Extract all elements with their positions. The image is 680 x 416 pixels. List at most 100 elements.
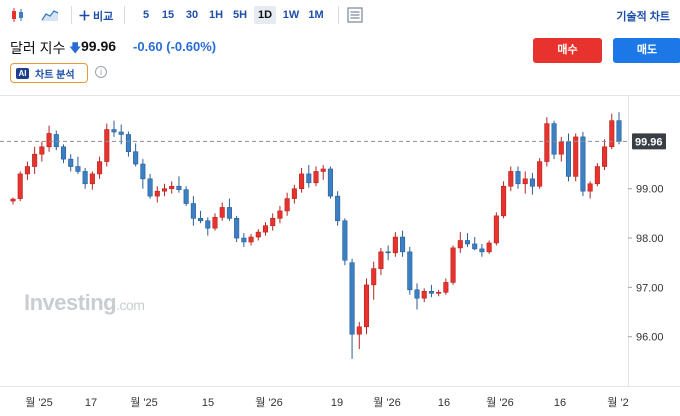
timeframe-30[interactable]: 30	[185, 9, 199, 21]
candle-body[interactable]	[89, 173, 95, 185]
candle-body[interactable]	[501, 185, 507, 217]
candle-body[interactable]	[161, 188, 168, 192]
candle-body[interactable]	[529, 178, 535, 187]
candle-body[interactable]	[68, 158, 74, 167]
candle-body[interactable]	[226, 207, 232, 219]
candle-body[interactable]	[486, 242, 492, 253]
timeframe-5h[interactable]: 5H	[232, 9, 248, 21]
candle-body[interactable]	[414, 289, 420, 299]
candle-body[interactable]	[565, 141, 572, 177]
candle-body[interactable]	[464, 240, 471, 245]
timeframe-15[interactable]: 15	[161, 9, 175, 21]
candle-body[interactable]	[147, 178, 153, 197]
candle-body[interactable]	[320, 168, 326, 172]
timeframe-1w[interactable]: 1W	[282, 9, 300, 21]
candle-body[interactable]	[508, 171, 514, 187]
candle-body[interactable]	[133, 151, 139, 165]
timeframe-1d[interactable]: 1D	[254, 6, 276, 24]
candle-body[interactable]	[515, 171, 521, 185]
timeframe-5[interactable]: 5	[142, 9, 150, 21]
candle-body[interactable]	[522, 178, 528, 185]
candle-body[interactable]	[270, 218, 276, 227]
sell-button[interactable]: 매도	[613, 38, 680, 63]
candle-body[interactable]	[241, 237, 247, 243]
candle-body[interactable]	[205, 220, 211, 229]
candle-body[interactable]	[169, 185, 175, 190]
candle-body[interactable]	[10, 198, 16, 202]
candle-body[interactable]	[342, 220, 348, 261]
candle-body[interactable]	[371, 268, 377, 286]
candle-body[interactable]	[313, 171, 319, 184]
candle-body[interactable]	[428, 291, 434, 294]
candle-body[interactable]	[306, 173, 312, 184]
candle-body[interactable]	[32, 153, 38, 167]
candle-body[interactable]	[234, 218, 240, 239]
candle-body[interactable]	[255, 231, 261, 238]
candle-body[interactable]	[212, 217, 218, 229]
candle-body[interactable]	[443, 282, 449, 293]
candle-body[interactable]	[219, 207, 225, 218]
plus-icon[interactable]	[77, 5, 91, 25]
candle-body[interactable]	[537, 161, 543, 187]
candle-body[interactable]	[17, 173, 23, 199]
candle-body[interactable]	[587, 183, 593, 192]
candle-body[interactable]	[544, 123, 550, 162]
indicator-panel-icon[interactable]	[345, 5, 365, 25]
candle-body[interactable]	[356, 326, 362, 335]
candle-body[interactable]	[436, 291, 442, 294]
timeframe-1m[interactable]: 1M	[308, 9, 324, 21]
candle-body[interactable]	[407, 251, 413, 291]
candle-body[interactable]	[24, 166, 30, 175]
candle-body[interactable]	[262, 225, 269, 233]
candle-body[interactable]	[140, 163, 146, 180]
candle-body[interactable]	[39, 146, 45, 155]
info-icon[interactable]: i	[95, 66, 107, 78]
candle-body[interactable]	[60, 146, 67, 160]
technical-chart-link[interactable]: 기술적 차트	[616, 11, 670, 23]
candlestick-icon[interactable]	[8, 5, 28, 25]
timeframe-1h[interactable]: 1H	[208, 9, 224, 21]
candle-body[interactable]	[385, 251, 391, 254]
candle-body[interactable]	[291, 188, 297, 199]
candle-body[interactable]	[53, 134, 59, 148]
candle-body[interactable]	[349, 262, 355, 335]
candle-body[interactable]	[609, 120, 615, 148]
candle-body[interactable]	[457, 240, 463, 249]
candle-body[interactable]	[421, 291, 427, 299]
candle-body[interactable]	[479, 248, 485, 253]
candle-body[interactable]	[284, 198, 290, 212]
candle-body[interactable]	[183, 189, 189, 204]
candle-body[interactable]	[190, 203, 196, 219]
candle-body[interactable]	[327, 168, 333, 197]
candle-body[interactable]	[594, 166, 600, 185]
candle-body[interactable]	[75, 166, 81, 172]
candle-body[interactable]	[558, 141, 564, 155]
candle-body[interactable]	[248, 236, 254, 243]
candle-body[interactable]	[104, 129, 110, 162]
candle-body[interactable]	[493, 215, 499, 244]
compare-button[interactable]: 비교	[93, 11, 114, 23]
candle-body[interactable]	[450, 247, 456, 283]
candle-body[interactable]	[378, 251, 384, 269]
candle-body[interactable]	[299, 173, 305, 190]
candle-body[interactable]	[111, 129, 117, 133]
ai-chart-analysis-button[interactable]: AI 차트 분석	[10, 63, 88, 83]
candle-body[interactable]	[198, 218, 204, 222]
buy-button[interactable]: 매수	[533, 38, 602, 63]
candle-body[interactable]	[602, 146, 608, 167]
candle-body[interactable]	[154, 190, 160, 197]
candle-body[interactable]	[363, 284, 370, 328]
area-chart-icon[interactable]	[40, 5, 60, 25]
candle-body[interactable]	[125, 134, 131, 153]
candle-body[interactable]	[335, 195, 341, 222]
candle-body[interactable]	[573, 136, 579, 177]
candle-body[interactable]	[400, 236, 406, 253]
candle-body[interactable]	[46, 133, 52, 148]
candle-body[interactable]	[176, 185, 182, 190]
candle-body[interactable]	[392, 236, 398, 254]
price-chart[interactable]: 99.00 98.00 97.00 96.00 99.96 월 '25 17 월 '25 15 월…	[0, 95, 680, 416]
candle-body[interactable]	[277, 210, 283, 219]
candle-body[interactable]	[580, 136, 586, 192]
candle-body[interactable]	[97, 161, 103, 175]
candle-body[interactable]	[82, 171, 88, 185]
